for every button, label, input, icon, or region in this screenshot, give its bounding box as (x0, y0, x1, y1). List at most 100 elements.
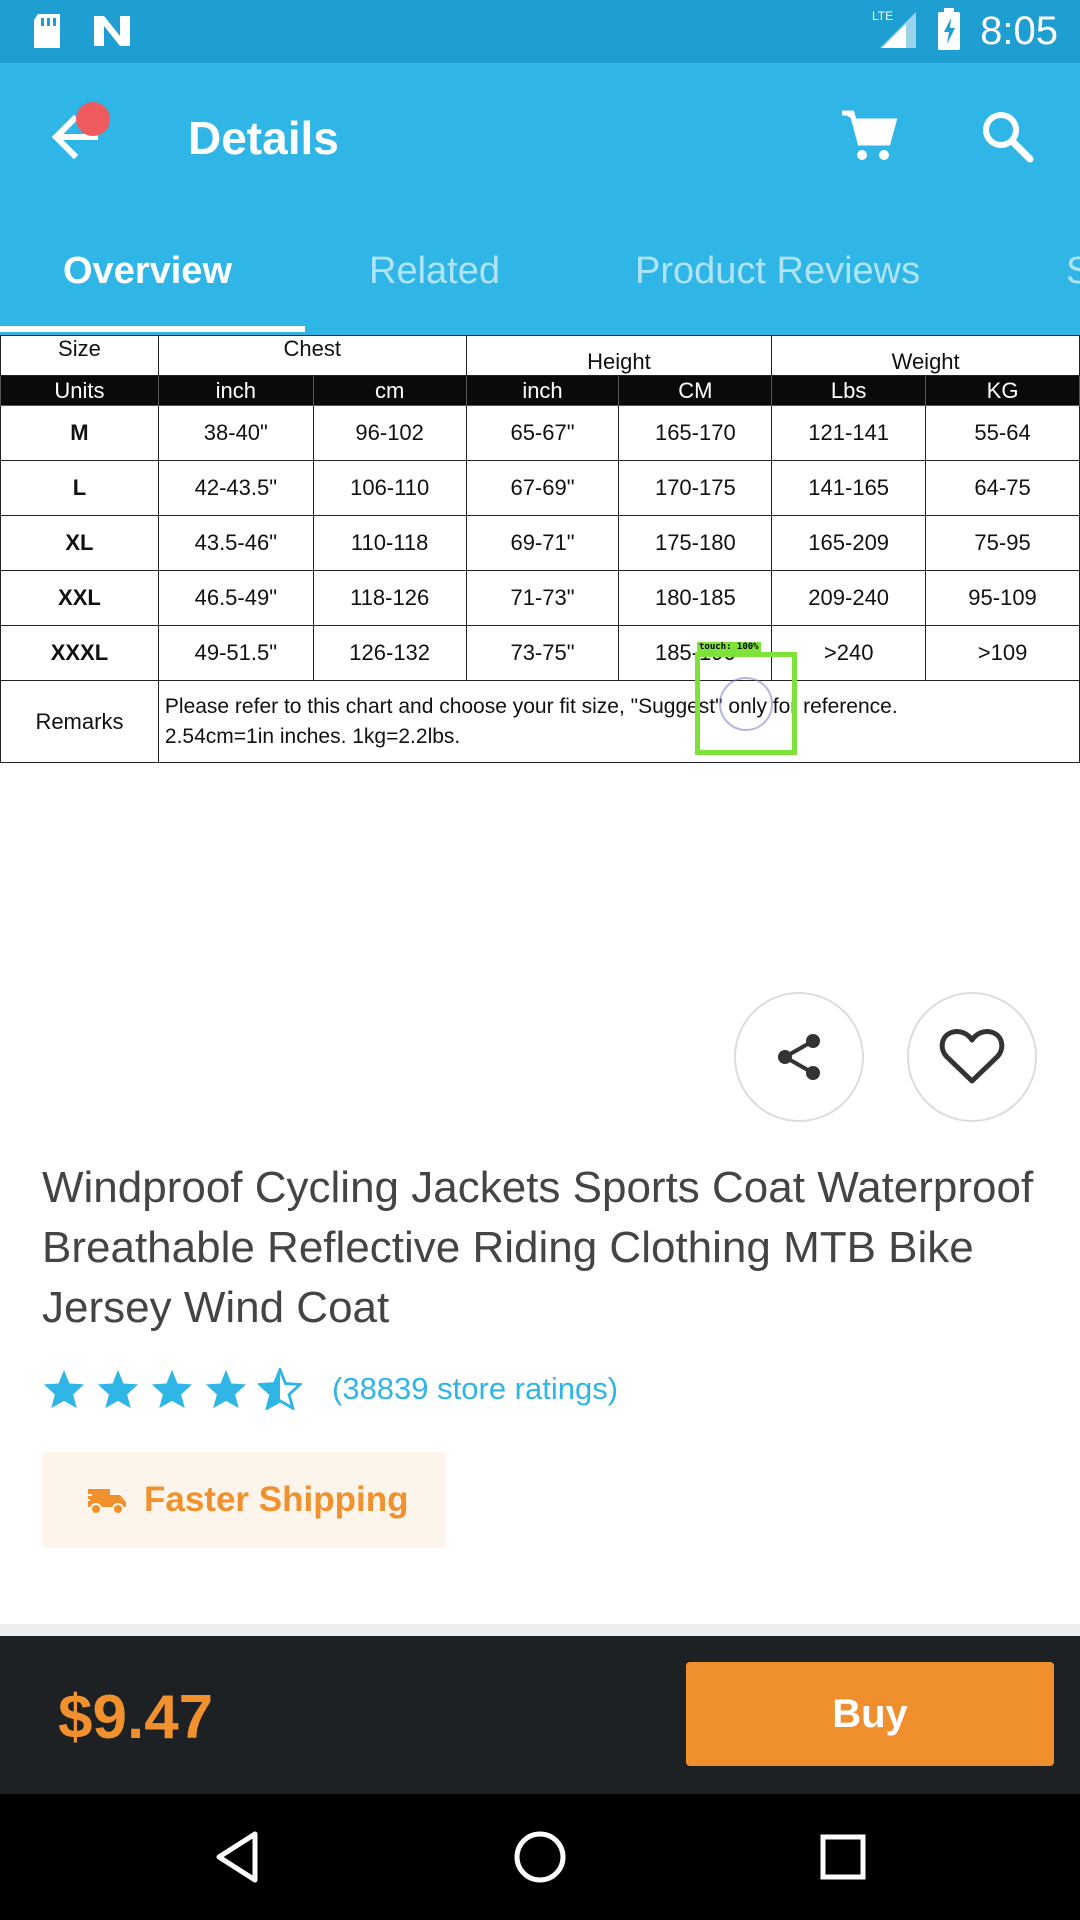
table-cell: 69-71" (465, 515, 620, 571)
cart-icon (842, 110, 898, 160)
back-button[interactable] (46, 107, 106, 167)
remarks-line: Please refer to this chart and choose yo… (164, 694, 898, 718)
table-cell: L (0, 460, 159, 516)
remarks-label: Remarks (0, 680, 159, 763)
header-height: Height (465, 335, 773, 376)
favorite-button[interactable] (907, 992, 1037, 1122)
table-cell: 180-185 (618, 570, 773, 626)
table-cell: 141-165 (771, 460, 927, 516)
table-cell: XXL (0, 570, 159, 626)
table-cell: 165-209 (771, 515, 927, 571)
table-cell: >109 (925, 625, 1080, 681)
nav-back-button[interactable] (205, 1824, 271, 1890)
shipping-badge: Faster Shipping (42, 1452, 446, 1548)
remarks-text: Please refer to this chart and choose yo… (157, 680, 1080, 763)
nav-recents-button[interactable] (810, 1824, 876, 1890)
table-cell: 38-40" (157, 405, 314, 461)
header-size: Size (0, 335, 159, 376)
table-cell: 55-64 (925, 405, 1080, 461)
tab-more[interactable]: S (1066, 250, 1080, 292)
star-rating (42, 1368, 302, 1410)
remarks-row: Remarks Please refer to this chart and c… (0, 680, 1080, 763)
header-weight: Weight (771, 335, 1080, 376)
remarks-line: 2.54cm=1in inches. 1kg=2.2lbs. (164, 724, 461, 748)
arrow-back-icon (51, 114, 98, 160)
shipping-label: Faster Shipping (144, 1480, 409, 1519)
table-cell: M (0, 405, 159, 461)
table-cell: 96-102 (312, 405, 467, 461)
tab-overview[interactable]: Overview (63, 250, 232, 292)
table-cell: 75-95 (925, 515, 1080, 571)
app-bar: Details Overview Related Product Reviews… (0, 63, 1080, 335)
table-row: XXL 46.5-49" 118-126 71-73" 180-185 209-… (0, 570, 1080, 626)
share-button[interactable] (734, 992, 864, 1122)
table-cell: 73-75" (465, 625, 620, 681)
price: $9.47 (58, 1683, 214, 1752)
table-cell: CM (618, 375, 773, 406)
signal-icon: LTE (872, 8, 918, 55)
table-cell: 67-69" (465, 460, 620, 516)
rating[interactable]: (38839 store ratings) (42, 1368, 618, 1410)
back-triangle-icon (216, 1831, 258, 1883)
units-row: Units inch cm inch CM Lbs KG (0, 375, 1080, 406)
star-half-icon (258, 1368, 302, 1410)
home-circle-icon (514, 1831, 566, 1883)
header-chest: Chest (157, 335, 467, 376)
table-cell: 165-170 (618, 405, 773, 461)
status-bar: LTE 8:05 (0, 0, 1080, 63)
table-cell: 126-132 (312, 625, 467, 681)
table-cell: XL (0, 515, 159, 571)
page-title: Details (188, 112, 339, 164)
table-row: XL 43.5-46" 110-118 69-71" 175-180 165-2… (0, 515, 1080, 571)
table-cell: cm (312, 375, 467, 406)
table-cell: inch (157, 375, 314, 406)
nav-home-button[interactable] (507, 1824, 573, 1890)
battery-charging-icon (936, 8, 962, 55)
buy-button[interactable]: Buy (686, 1662, 1054, 1766)
product-image-size-chart[interactable]: Size Chest Height Weight Units inch cm i… (0, 335, 1080, 763)
heart-icon (939, 1029, 1005, 1084)
table-row: XXXL 49-51.5" 126-132 73-75" 185-190 >24… (0, 625, 1080, 681)
table-cell: 209-240 (771, 570, 927, 626)
network-label: LTE (872, 9, 893, 23)
tab-indicator (0, 326, 305, 332)
touch-indicator-label: touch: 100% (697, 642, 761, 652)
table-cell: 110-118 (312, 515, 467, 571)
recents-square-icon (820, 1834, 866, 1880)
buy-bar: $9.47 Buy (0, 1636, 1080, 1794)
table-cell: inch (465, 375, 620, 406)
cart-button[interactable] (840, 107, 898, 165)
table-cell: XXXL (0, 625, 159, 681)
table-cell: 175-180 (618, 515, 773, 571)
search-button[interactable] (978, 107, 1036, 165)
table-row: L 42-43.5" 106-110 67-69" 170-175 141-16… (0, 460, 1080, 516)
table-cell: Lbs (771, 375, 927, 406)
tab-related[interactable]: Related (369, 250, 500, 292)
table-cell: KG (925, 375, 1080, 406)
product-title: Windproof Cycling Jackets Sports Coat Wa… (42, 1163, 1034, 1332)
rating-count-link[interactable]: (38839 store ratings) (332, 1371, 619, 1406)
tab-product-reviews[interactable]: Product Reviews (635, 250, 921, 292)
touch-indicator-box (695, 652, 797, 755)
table-cell: 49-51.5" (157, 625, 314, 681)
table-cell: 71-73" (465, 570, 620, 626)
notification-dot (76, 102, 110, 136)
table-cell: 118-126 (312, 570, 467, 626)
table-cell: 106-110 (312, 460, 467, 516)
clock: 8:05 (980, 9, 1058, 53)
star-full-icon (43, 1369, 85, 1409)
n-notification-icon (92, 14, 132, 53)
table-cell: 42-43.5" (157, 460, 314, 516)
star-full-icon (151, 1369, 193, 1409)
star-full-icon (205, 1369, 247, 1409)
table-cell: 170-175 (618, 460, 773, 516)
system-nav-bar (0, 1794, 1080, 1920)
table-cell: 46.5-49" (157, 570, 314, 626)
sd-card-icon (30, 12, 64, 55)
star-full-icon (97, 1369, 139, 1409)
table-cell: 121-141 (771, 405, 927, 461)
table-cell: 64-75 (925, 460, 1080, 516)
table-row: M 38-40" 96-102 65-67" 165-170 121-141 5… (0, 405, 1080, 461)
divider (0, 1624, 1080, 1636)
table-cell: Units (0, 375, 159, 406)
